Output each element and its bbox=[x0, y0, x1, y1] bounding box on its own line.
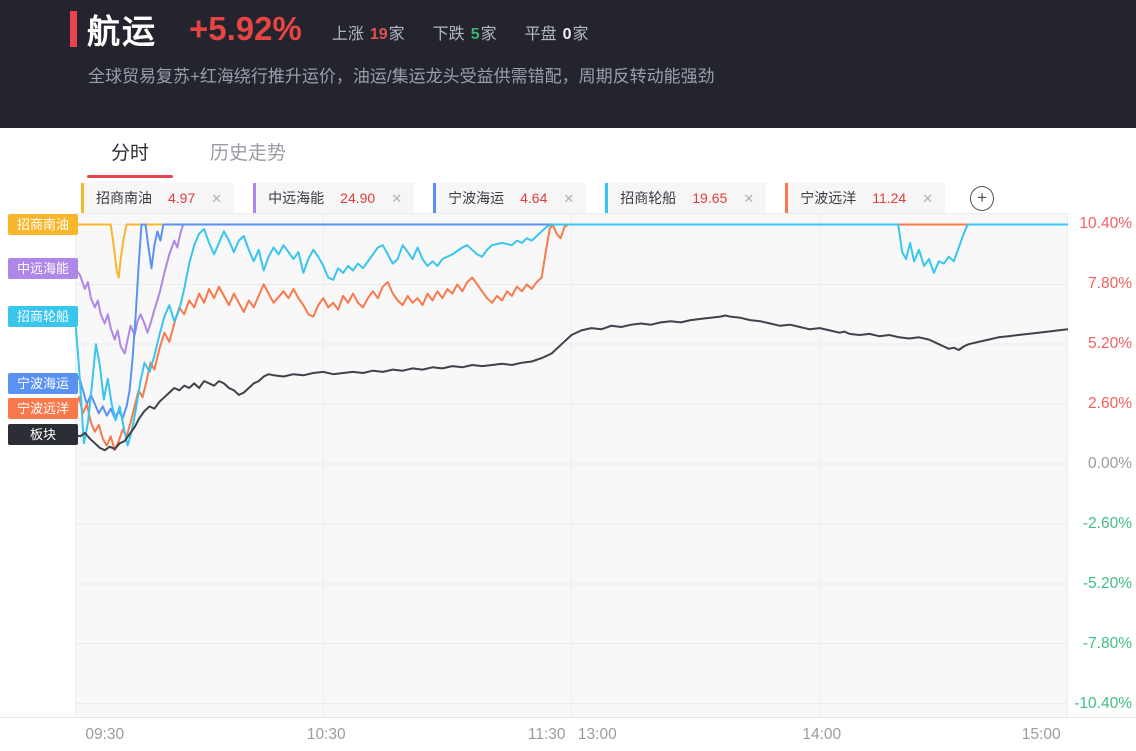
sector-change-percent: +5.92% bbox=[189, 10, 302, 47]
plus-icon: + bbox=[977, 187, 988, 207]
y-axis-tick: -7.80% bbox=[1082, 634, 1132, 652]
stat-up: 上涨 19家 bbox=[332, 20, 405, 44]
stock-chip-2[interactable]: 中远海能 24.90 ✕ bbox=[253, 183, 415, 213]
y-axis-tick: -10.40% bbox=[1074, 694, 1132, 712]
series-badge-2: 中远海能 bbox=[8, 257, 78, 279]
tab-bar: 分时 历史走势 bbox=[0, 128, 1136, 183]
title-accent-bar bbox=[70, 11, 77, 47]
y-axis-tick: 2.60% bbox=[1088, 395, 1132, 413]
stock-chip-3[interactable]: 宁波海运 4.64 ✕ bbox=[433, 183, 587, 213]
stock-chip-price: 11.24 bbox=[872, 190, 907, 206]
series-line-2 bbox=[75, 223, 1068, 355]
stock-chip-name: 招商南油 bbox=[96, 190, 152, 206]
series-badge-4: 宁波海运 bbox=[8, 372, 78, 394]
close-icon[interactable]: ✕ bbox=[922, 190, 934, 206]
sector-header: 航运 +5.92% 上涨 19家 下跌 5家 平盘 0家 全球贸易复苏+红海绕行推升运… bbox=[0, 0, 1136, 128]
stock-chip-price: 4.97 bbox=[168, 190, 196, 206]
tab-minute-chart[interactable]: 分时 bbox=[87, 128, 174, 180]
active-tab-underline bbox=[87, 175, 174, 178]
close-icon[interactable]: ✕ bbox=[563, 190, 575, 206]
x-axis-label: 14:00 bbox=[802, 726, 842, 743]
stock-chip-name: 宁波海运 bbox=[448, 190, 505, 206]
series-badge-3: 招商轮船 bbox=[8, 306, 78, 328]
series-badge-5: 宁波远洋 bbox=[8, 398, 78, 420]
series-badge-6: 板块 bbox=[8, 423, 78, 445]
stat-up-value: 19 bbox=[369, 26, 388, 43]
stock-chip-4[interactable]: 招商轮船 19.65 ✕ bbox=[605, 183, 767, 213]
stock-chip-5[interactable]: 宁波远洋 11.24 ✕ bbox=[785, 183, 946, 213]
y-axis-tick: 7.80% bbox=[1088, 275, 1132, 293]
stat-down: 下跌 5家 bbox=[433, 20, 497, 44]
close-icon[interactable]: ✕ bbox=[391, 190, 403, 206]
stock-chip-1[interactable]: 招商南油 4.97 ✕ bbox=[81, 183, 235, 213]
y-axis-tick: 5.20% bbox=[1088, 335, 1132, 353]
stock-chip-name: 招商轮船 bbox=[620, 190, 677, 206]
stock-chip-price: 24.90 bbox=[340, 190, 376, 206]
sector-title: 航运 bbox=[87, 13, 157, 50]
add-stock-button[interactable]: + bbox=[970, 185, 995, 211]
y-axis-tick: 10.40% bbox=[1079, 215, 1132, 233]
stock-chip-name: 宁波远洋 bbox=[800, 190, 857, 206]
stock-chip-name: 中远海能 bbox=[268, 190, 325, 206]
sector-title-row: 航运 +5.92% 上涨 19家 下跌 5家 平盘 0家 bbox=[70, 8, 617, 50]
sector-description: 全球贸易复苏+红海绕行推升运价，油运/集运龙头受益供需错配，周期反转动能强劲 bbox=[88, 67, 715, 86]
stat-up-label: 上涨 bbox=[331, 26, 364, 43]
x-axis-label: 09:30 bbox=[85, 726, 125, 743]
stat-down-label: 下跌 bbox=[432, 26, 465, 43]
tab-history-trend[interactable]: 历史走势 bbox=[186, 128, 310, 180]
stat-flat-value: 0 bbox=[562, 26, 572, 43]
series-line-6 bbox=[75, 314, 1068, 452]
x-axis-label: 15:00 bbox=[1021, 726, 1061, 743]
series-line-3 bbox=[75, 223, 1068, 419]
series-line-5 bbox=[75, 223, 1068, 447]
y-axis-tick: -2.60% bbox=[1082, 514, 1132, 532]
series-line-4 bbox=[75, 223, 1068, 452]
close-icon[interactable]: ✕ bbox=[211, 190, 223, 206]
stock-chips-row: 招商南油 4.97 ✕ 中远海能 24.90 ✕ 宁波海运 4.64 ✕ 招商轮… bbox=[81, 183, 995, 213]
x-axis-label: 13:00 bbox=[577, 726, 617, 743]
stat-flat-label: 平盘 bbox=[524, 26, 557, 43]
stat-flat-unit: 家 bbox=[572, 26, 589, 43]
intraday-chart[interactable] bbox=[75, 213, 1068, 717]
close-icon[interactable]: ✕ bbox=[743, 190, 755, 206]
tab-history-label: 历史走势 bbox=[210, 143, 287, 164]
stock-chip-price: 19.65 bbox=[692, 190, 728, 206]
sector-stats: 上涨 19家 下跌 5家 平盘 0家 bbox=[332, 20, 617, 44]
stat-down-value: 5 bbox=[470, 26, 480, 43]
x-axis-label: 11:30 bbox=[527, 726, 566, 743]
tab-minute-label: 分时 bbox=[111, 143, 150, 164]
series-line-1 bbox=[75, 223, 1068, 279]
stat-flat: 平盘 0家 bbox=[525, 20, 589, 44]
series-badge-1: 招商南油 bbox=[8, 213, 78, 235]
stat-up-unit: 家 bbox=[388, 26, 405, 43]
y-axis-tick: -5.20% bbox=[1082, 574, 1132, 592]
x-axis-label: 10:30 bbox=[306, 726, 346, 743]
y-axis-tick: 0.00% bbox=[1088, 455, 1132, 472]
x-axis: 09:30 10:30 11:30 13:00 14:00 15:00 bbox=[0, 717, 1136, 751]
stat-down-unit: 家 bbox=[480, 26, 497, 43]
stock-chip-price: 4.64 bbox=[520, 190, 548, 206]
intraday-chart-canvas[interactable] bbox=[75, 213, 1068, 717]
